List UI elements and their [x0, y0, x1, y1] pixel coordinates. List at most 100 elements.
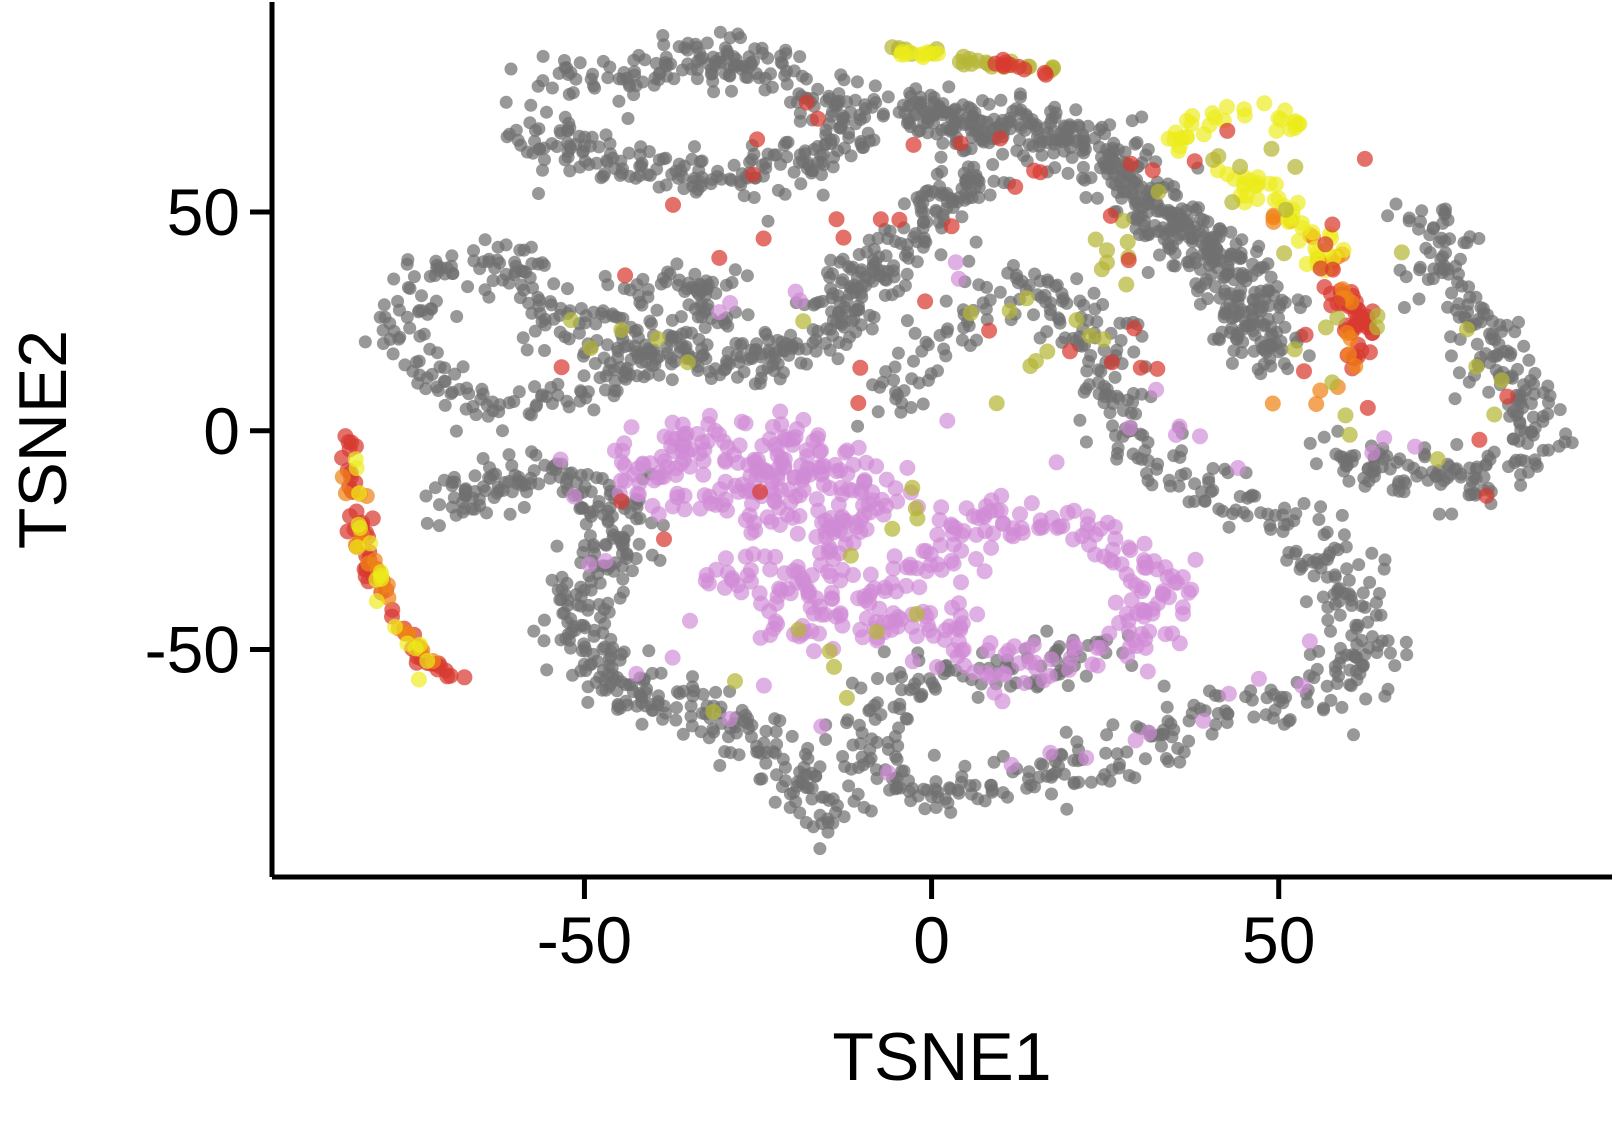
scatter-point — [1098, 390, 1112, 403]
scatter-point — [820, 322, 833, 336]
scatter-point — [670, 257, 684, 271]
scatter-point — [577, 369, 591, 383]
scatter-point — [941, 618, 958, 635]
scatter-point — [764, 67, 777, 81]
scatter-point — [698, 567, 715, 583]
scatter-point — [871, 405, 885, 419]
scatter-point — [537, 141, 551, 155]
scatter-point — [898, 106, 912, 120]
scatter-point — [929, 775, 943, 789]
scatter-point — [725, 276, 739, 289]
scatter-point — [821, 519, 838, 536]
scatter-point — [1219, 98, 1235, 115]
scatter-point — [1073, 413, 1087, 427]
scatter-point — [1175, 605, 1191, 622]
scatter-point — [1028, 267, 1042, 281]
scatter-point — [741, 71, 755, 84]
scatter-point — [447, 470, 461, 484]
scatter-point — [1154, 585, 1171, 602]
scatter-point — [1141, 143, 1155, 156]
scatter-point — [806, 643, 822, 660]
scatter-point — [710, 170, 724, 183]
scatter-point — [1092, 375, 1106, 389]
scatter-point — [1381, 209, 1395, 223]
scatter-point — [537, 258, 551, 272]
scatter-point — [1304, 224, 1321, 241]
scatter-point — [927, 748, 941, 762]
scatter-point — [1383, 462, 1397, 476]
scatter-point — [862, 233, 876, 247]
scatter-point — [632, 537, 646, 551]
scatter-point — [855, 497, 872, 514]
scatter-point — [616, 572, 630, 586]
scatter-point — [1118, 276, 1135, 293]
scatter-point — [818, 138, 832, 152]
scatter-point — [1449, 259, 1462, 273]
scatter-point — [806, 323, 820, 337]
scatter-point — [528, 134, 542, 148]
scatter-point — [932, 537, 949, 554]
scatter-point — [1108, 156, 1122, 170]
scatter-point — [696, 348, 710, 362]
scatter-point — [538, 153, 551, 167]
scatter-point — [1061, 166, 1075, 180]
cluster-yellow-14 — [893, 43, 946, 66]
scatter-point — [407, 270, 421, 284]
scatter-point — [1263, 140, 1280, 157]
scatter-point — [741, 308, 755, 322]
scatter-point — [868, 712, 882, 726]
scatter-point — [1012, 506, 1028, 523]
scatter-point — [1332, 656, 1346, 670]
scatter-point — [1463, 290, 1477, 304]
scatter-point — [1110, 389, 1124, 403]
cluster-violet-7 — [552, 403, 926, 579]
y-tick-label: 50 — [167, 175, 240, 249]
scatter-point — [630, 369, 644, 383]
scatter-point — [881, 90, 895, 104]
scatter-point — [665, 196, 681, 213]
scatter-point — [1517, 339, 1531, 353]
scatter-point — [1136, 428, 1150, 442]
scatter-point — [805, 605, 822, 622]
scatter-point — [628, 324, 642, 338]
scatter-point — [899, 459, 916, 476]
scatter-point — [532, 187, 545, 200]
scatter-point — [1331, 543, 1345, 557]
scatter-point — [574, 590, 588, 604]
scatter-point — [713, 759, 727, 772]
scatter-point — [852, 248, 866, 261]
scatter-point — [1324, 624, 1337, 638]
scatter-point — [444, 259, 458, 273]
scatter-point — [1039, 343, 1056, 360]
scatter-point — [836, 750, 850, 763]
scatter-point — [1352, 558, 1366, 572]
scatter-point — [767, 548, 784, 565]
scatter-point — [1119, 233, 1136, 250]
scatter-point — [837, 320, 851, 334]
scatter-point — [1445, 286, 1459, 300]
scatter-point — [964, 118, 978, 132]
scatter-point — [474, 392, 488, 406]
scatter-point — [652, 368, 666, 382]
scatter-point — [566, 668, 579, 682]
scatter-point — [865, 322, 879, 336]
scatter-point — [888, 360, 902, 374]
scatter-point — [1027, 654, 1043, 671]
scatter-point — [1103, 118, 1117, 132]
scatter-point — [430, 346, 444, 360]
scatter-point — [1429, 468, 1443, 482]
scatter-point — [1127, 732, 1144, 749]
scatter-point — [774, 157, 787, 171]
scatter-point — [1226, 507, 1240, 521]
scatter-point — [1195, 712, 1212, 729]
scatter-point — [1264, 270, 1278, 284]
scatter-point — [1459, 321, 1475, 338]
scatter-point — [679, 340, 693, 354]
scatter-point — [656, 518, 670, 532]
scatter-point — [1076, 160, 1090, 174]
scatter-point — [877, 645, 891, 659]
scatter-point — [1079, 669, 1093, 683]
scatter-point — [851, 419, 865, 433]
scatter-point — [1402, 214, 1416, 228]
scatter-point — [909, 560, 925, 577]
